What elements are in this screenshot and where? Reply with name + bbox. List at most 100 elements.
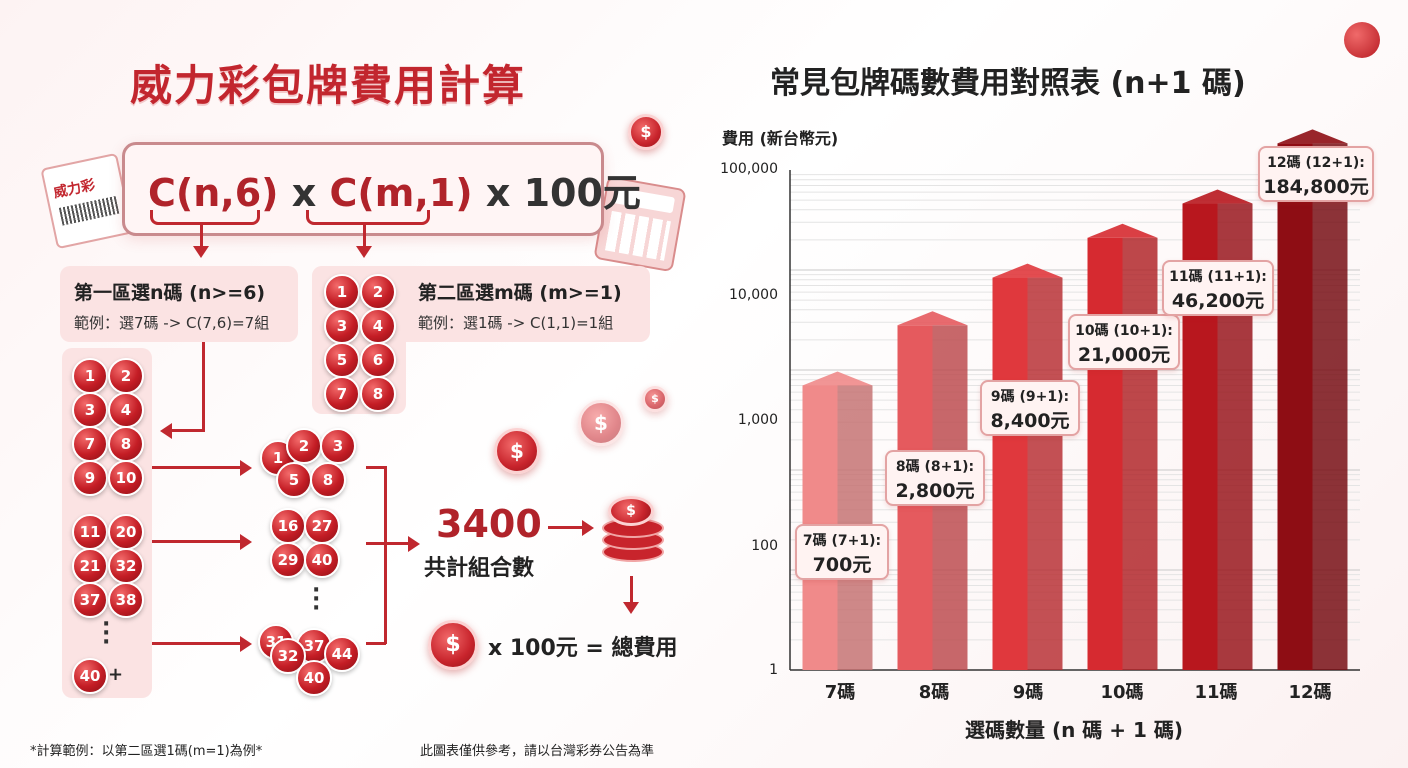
ball: 7 xyxy=(324,376,360,412)
ball: 40 xyxy=(296,660,332,696)
x-tick-label: 10碼 xyxy=(1100,682,1144,703)
data-label-value: 8,400元 xyxy=(990,410,1070,432)
y-tick-label: 100,000 xyxy=(720,161,778,177)
zone1-example: 範例：選7碼 -> C(7,6)=7組 xyxy=(74,314,270,332)
connector xyxy=(152,642,242,645)
ellipsis: · · · xyxy=(312,578,321,621)
data-label-value: 21,000元 xyxy=(1077,344,1171,366)
connector xyxy=(548,526,584,529)
ball: 1 xyxy=(72,358,108,394)
dollar-coin-icon: $ xyxy=(642,386,668,412)
plus-sign: + xyxy=(108,664,124,685)
page-title: 威力彩包牌費用計算 xyxy=(130,61,527,110)
total-combos-label: 共計組合數 xyxy=(424,556,535,581)
dollar-coin-icon: $ xyxy=(628,114,664,150)
bar-cap xyxy=(897,311,968,326)
y-tick-label: 1 xyxy=(769,662,778,678)
ellipsis: · · · xyxy=(102,612,111,655)
ball: 29 xyxy=(270,542,306,578)
arrow-right-icon xyxy=(408,536,420,552)
zone2-title: 第二區選m碼 (m>=1) xyxy=(418,282,622,304)
fee-formula: x 100元 = 總費用 xyxy=(488,636,678,661)
zone1-title: 第一區選n碼 (n>=6) xyxy=(74,282,266,304)
data-label-9: 9碼 (9+1): 8,400元 xyxy=(980,380,1080,436)
ball: 44 xyxy=(324,636,360,672)
ball: 11 xyxy=(72,514,108,550)
connector xyxy=(172,429,205,432)
formula-zone2: C(m,1) xyxy=(329,171,473,215)
data-label-top: 10碼 (10+1): xyxy=(1075,323,1173,339)
formula-times-1: x xyxy=(278,171,330,215)
zone1-panel xyxy=(60,266,298,342)
ball: 5 xyxy=(324,342,360,378)
bar-shade xyxy=(1122,237,1158,670)
arrow-right-icon xyxy=(240,534,252,550)
ball: 3 xyxy=(320,428,356,464)
formula-zone1: C(n,6) xyxy=(148,171,279,215)
connector xyxy=(630,576,633,604)
connector xyxy=(384,466,387,644)
ball: 8 xyxy=(310,462,346,498)
bar xyxy=(1277,143,1313,670)
data-label-10: 10碼 (10+1): 21,000元 xyxy=(1068,314,1180,370)
connector xyxy=(152,466,242,469)
x-axis-title: 選碼數量 (n 碼 + 1 碼) xyxy=(965,718,1184,742)
connector xyxy=(366,642,386,645)
x-tick-label: 7碼 xyxy=(824,682,856,703)
data-label-7: 7碼 (7+1): 700元 xyxy=(795,524,889,580)
logo-icon xyxy=(1344,22,1380,58)
bar xyxy=(1087,237,1123,670)
ball: 9 xyxy=(72,460,108,496)
y-tick-label: 1,000 xyxy=(737,412,778,428)
zone2-example: 範例：選1碼 -> C(1,1)=1組 xyxy=(418,314,614,332)
ball: 4 xyxy=(360,308,396,344)
bar-side xyxy=(1122,237,1158,670)
dollar-coin-icon: $ xyxy=(578,400,624,446)
bar-cap xyxy=(1277,129,1348,144)
bracket-zone1 xyxy=(150,210,260,225)
arrow-left-icon xyxy=(160,423,172,439)
formula-box xyxy=(122,142,604,236)
connector xyxy=(363,224,366,248)
y-tick-label: 10,000 xyxy=(729,287,778,303)
arrow-right-icon xyxy=(240,460,252,476)
bar xyxy=(992,277,1028,670)
bar-side xyxy=(1312,143,1348,670)
data-label-top: 8碼 (8+1): xyxy=(895,459,975,475)
dollar-coin-icon: $ xyxy=(428,620,478,670)
bar-cap xyxy=(992,263,1063,278)
connector xyxy=(202,342,205,432)
data-label-top: 7碼 (7+1): xyxy=(802,533,882,549)
connector xyxy=(152,540,242,543)
ball: 21 xyxy=(72,548,108,584)
data-label-top: 12碼 (12+1): xyxy=(1267,155,1365,171)
dollar-coin-icon: $ xyxy=(608,496,654,526)
x-tick-label: 11碼 xyxy=(1194,682,1238,703)
data-label-8: 8碼 (8+1): 2,800元 xyxy=(885,450,985,506)
arrow-down-icon xyxy=(356,246,372,258)
data-label-12: 12碼 (12+1): 184,800元 xyxy=(1258,146,1374,202)
connector xyxy=(366,466,386,469)
arrow-right-icon xyxy=(582,520,594,536)
dollar-coin-icon: $ xyxy=(494,428,540,474)
bar-side xyxy=(1027,277,1063,670)
ball: 37 xyxy=(72,582,108,618)
bar-shade xyxy=(1027,277,1063,670)
y-axis-title: 費用 (新台幣元) xyxy=(722,129,839,148)
data-label-value: 2,800元 xyxy=(895,480,975,502)
data-label-11: 11碼 (11+1): 46,200元 xyxy=(1162,260,1274,316)
ball: 16 xyxy=(270,508,306,544)
total-combos: 3400 xyxy=(436,502,542,546)
bracket-zone2 xyxy=(306,210,430,225)
footnote-disclaimer: 此圖表僅供參考，請以台灣彩券公告為準 xyxy=(420,744,655,759)
bar-cap xyxy=(802,371,873,386)
data-label-value: 700元 xyxy=(812,554,872,576)
formula: C(n,6) x C(m,1) x 100元 xyxy=(148,162,641,217)
bar-cap xyxy=(1087,223,1158,238)
arrow-down-icon xyxy=(193,246,209,258)
ball: 7 xyxy=(72,426,108,462)
footnote-example: *計算範例：以第二區選1碼(m=1)為例* xyxy=(30,744,263,759)
arrow-down-icon xyxy=(623,602,639,614)
data-label-top: 11碼 (11+1): xyxy=(1169,269,1267,285)
